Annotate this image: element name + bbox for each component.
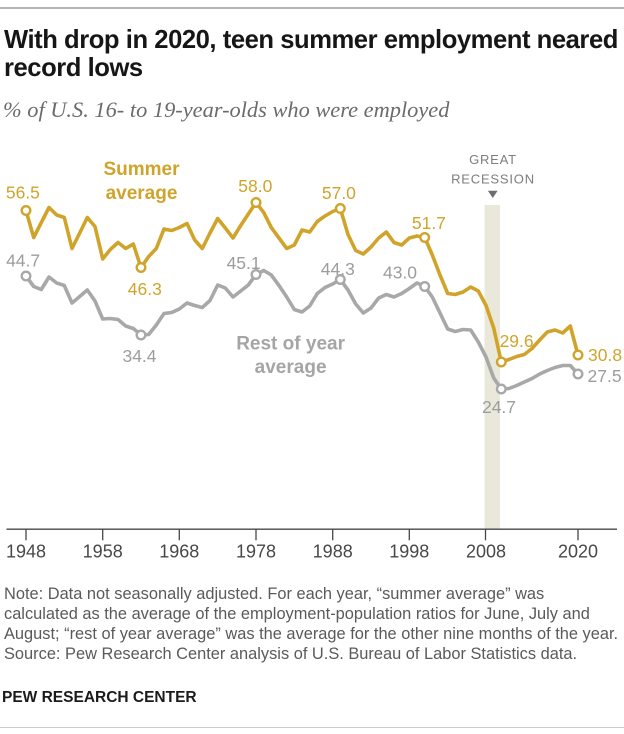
svg-text:Rest of year: Rest of year	[236, 334, 345, 355]
svg-text:1948: 1948	[6, 542, 46, 562]
svg-text:RECESSION: RECESSION	[451, 172, 535, 187]
svg-text:34.4: 34.4	[122, 346, 156, 366]
svg-text:46.3: 46.3	[128, 279, 162, 299]
svg-text:1978: 1978	[236, 542, 276, 562]
svg-text:1958: 1958	[83, 542, 123, 562]
svg-text:44.3: 44.3	[321, 259, 355, 279]
svg-text:44.7: 44.7	[6, 251, 40, 271]
svg-text:average: average	[106, 183, 178, 204]
svg-text:1968: 1968	[159, 542, 199, 562]
svg-text:2020: 2020	[558, 542, 598, 562]
svg-text:51.7: 51.7	[412, 213, 446, 233]
svg-text:27.5: 27.5	[588, 366, 622, 386]
svg-text:30.8: 30.8	[588, 345, 622, 365]
svg-text:1998: 1998	[389, 542, 429, 562]
svg-text:2008: 2008	[466, 542, 506, 562]
svg-text:24.7: 24.7	[482, 397, 516, 417]
svg-text:GREAT: GREAT	[469, 152, 517, 167]
svg-text:1988: 1988	[313, 542, 353, 562]
svg-text:Summer: Summer	[103, 159, 180, 180]
svg-text:56.5: 56.5	[6, 182, 40, 202]
svg-text:45.1: 45.1	[227, 253, 261, 273]
svg-text:57.0: 57.0	[322, 183, 356, 203]
svg-text:29.6: 29.6	[500, 331, 534, 351]
svg-text:43.0: 43.0	[383, 263, 417, 283]
svg-text:average: average	[255, 357, 327, 378]
svg-text:58.0: 58.0	[238, 176, 272, 196]
